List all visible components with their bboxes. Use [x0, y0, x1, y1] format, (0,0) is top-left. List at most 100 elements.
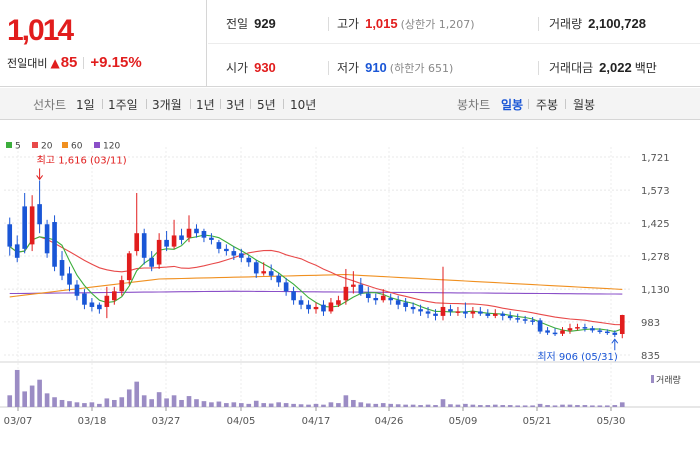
candle-down	[224, 248, 229, 252]
candle-down	[246, 257, 252, 263]
high-cell: 고가 1,015 (상한가 1,207)	[337, 15, 475, 32]
volume-bar	[336, 403, 341, 407]
open-label: 시가	[226, 61, 249, 75]
candle-down	[373, 298, 379, 301]
ma20-line	[9, 236, 623, 326]
divider	[190, 99, 191, 109]
volume-bar	[605, 405, 610, 407]
volume-bar	[478, 405, 483, 407]
divider	[83, 56, 85, 69]
volume-cell: 거래량 2,100,728	[549, 15, 646, 32]
line-chart-label: 선차트	[33, 98, 67, 112]
volume-bar	[530, 405, 535, 407]
candle-up	[328, 302, 334, 312]
candle-up	[134, 233, 140, 252]
candle-daily[interactable]: 일봉	[501, 98, 524, 112]
divider	[283, 99, 284, 109]
volume-bar	[313, 403, 319, 407]
volume-bar	[470, 404, 476, 407]
candle-down	[552, 332, 558, 335]
trade-value-label: 거래대금	[549, 61, 594, 75]
candle-down	[74, 284, 80, 296]
volume-bar	[7, 395, 13, 407]
candle-down	[365, 293, 371, 299]
prev-close-value: 929	[254, 16, 276, 31]
chart-grid	[0, 147, 700, 408]
volume-bar	[612, 405, 618, 407]
volume-bar	[261, 403, 267, 407]
period-1y[interactable]: 1년	[196, 98, 215, 112]
period-1d[interactable]: 1일	[76, 98, 95, 112]
candle-down	[141, 233, 147, 258]
change-label: 전일대비	[7, 56, 48, 70]
volume-bar	[507, 405, 513, 407]
candle-down	[306, 304, 311, 310]
prev-close-label: 전일	[226, 17, 249, 31]
candle-monthly[interactable]: 월봉	[573, 98, 596, 112]
period-1w[interactable]: 1주일	[108, 98, 138, 112]
x-tick-label: 03/18	[78, 416, 107, 427]
volume-bars: 거래량	[7, 369, 681, 407]
divider	[565, 99, 566, 109]
legend-label: 5	[15, 142, 21, 152]
candle-down	[507, 315, 513, 319]
candle-down	[321, 304, 326, 312]
candle-down	[82, 293, 87, 305]
candle-down	[612, 332, 618, 335]
low-cell: 저가 910 (하한가 651)	[337, 59, 453, 76]
candle-up	[455, 311, 461, 313]
period-3y[interactable]: 3년	[226, 98, 245, 112]
candle-down	[179, 235, 184, 240]
volume-bar	[619, 402, 625, 407]
max-arrow-head-icon	[36, 175, 44, 181]
volume-bar	[111, 399, 117, 407]
candle-down	[14, 244, 20, 258]
high-label: 고가	[337, 17, 360, 31]
volume-bar	[343, 395, 349, 407]
volume-bar	[82, 403, 87, 407]
ma-legend: 5 20 60 120	[6, 142, 120, 152]
volume-bar	[126, 389, 132, 407]
candle-down	[478, 311, 483, 314]
volume-bar	[306, 404, 311, 407]
divider	[538, 61, 539, 75]
volume-bar	[560, 404, 565, 407]
legend-swatch	[62, 142, 68, 148]
legend-swatch	[94, 142, 100, 148]
volume-bar	[365, 403, 371, 407]
volume-bar	[291, 403, 296, 407]
candle-down	[448, 309, 453, 312]
min-arrow-head-icon	[611, 338, 619, 344]
period-10y[interactable]: 10년	[290, 98, 317, 112]
candle-down	[52, 222, 57, 267]
volume-bar	[537, 403, 543, 407]
candle-down	[238, 253, 244, 258]
volume-bar	[552, 405, 558, 407]
volume-bar	[268, 403, 274, 407]
y-tick-label: 1,573	[641, 186, 670, 197]
period-3m[interactable]: 3개월	[152, 98, 182, 112]
volume-bar	[515, 405, 521, 407]
period-5y[interactable]: 5년	[257, 98, 276, 112]
divider	[250, 99, 251, 109]
row-divider	[208, 43, 700, 44]
volume-bar	[164, 398, 169, 407]
candle-down	[597, 330, 603, 332]
y-tick-label: 1,278	[641, 252, 670, 263]
divider	[538, 17, 539, 31]
volume-bar	[209, 402, 214, 407]
volume-bar	[238, 403, 244, 407]
legend-label: 20	[41, 142, 53, 152]
trade-value-unit: 백만	[634, 61, 657, 75]
divider	[328, 61, 329, 75]
candle-down	[463, 311, 468, 314]
volume-bar	[253, 400, 259, 407]
candle-down	[522, 319, 528, 321]
candle-up	[111, 291, 117, 301]
candle-weekly[interactable]: 주봉	[536, 98, 559, 112]
x-tick-label: 04/05	[227, 416, 256, 427]
candle-down	[410, 306, 416, 310]
volume-bar	[403, 404, 408, 407]
volume-bar	[283, 403, 289, 407]
low-value: 910	[365, 60, 387, 75]
